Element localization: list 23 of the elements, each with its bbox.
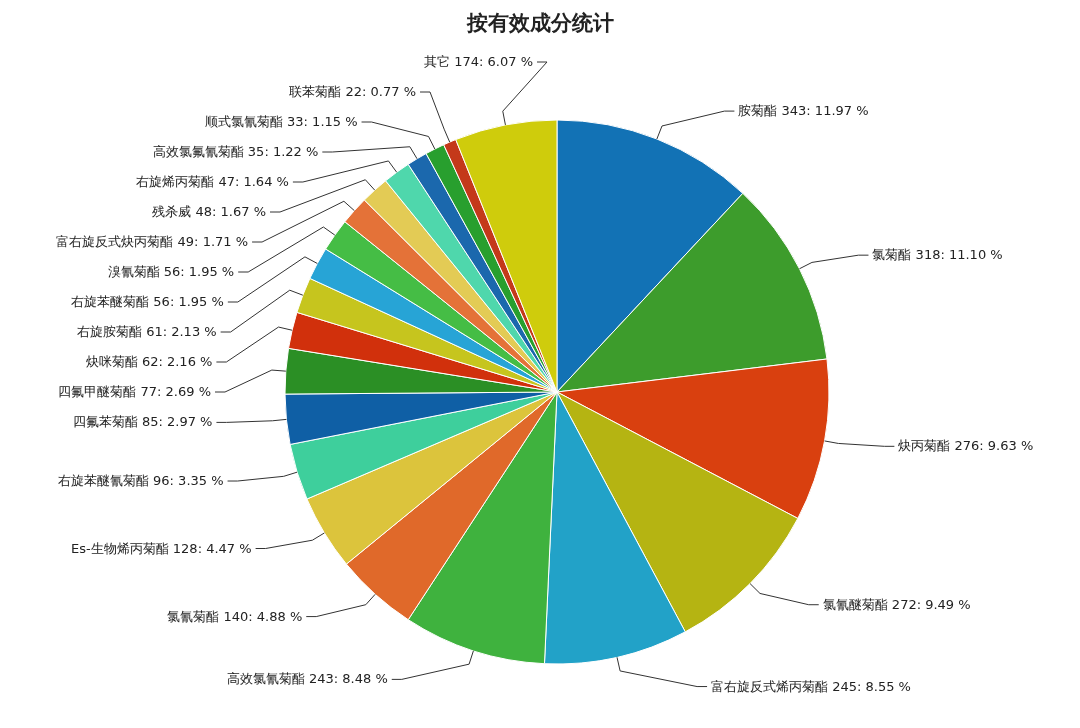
slice-label: 右旋烯丙菊酯 47: 1.64 % [136, 174, 289, 189]
slice-label: Es-生物烯丙菊酯 128: 4.47 % [71, 540, 252, 556]
slice-label: 顺式氯氰菊酯 33: 1.15 % [204, 114, 358, 129]
slice-label: 氯菊酯 318: 11.10 % [872, 247, 1003, 263]
slice-label: 富右旋反式炔丙菊酯 49: 1.71 % [56, 234, 249, 249]
slice-label: 高效氯氰菊酯 243: 8.48 % [226, 671, 388, 687]
slice-label: 四氟甲醚菊酯 77: 2.69 % [58, 384, 211, 399]
slice-label: 溴氰菊酯 56: 1.95 % [107, 264, 235, 279]
slice-label: 联苯菊酯 22: 0.77 % [289, 84, 417, 99]
slice-label: 高效氯氟氰菊酯 35: 1.22 % [152, 144, 319, 159]
slice-label: 富右旋反式烯丙菊酯 245: 8.55 % [711, 678, 911, 694]
slice-label: 四氟苯菊酯 85: 2.97 % [72, 414, 213, 430]
slice-label: 右旋苯醚菊酯 56: 1.95 % [71, 294, 224, 309]
slice-label: 右旋胺菊酯 61: 2.13 % [77, 324, 217, 339]
slice-label: 其它 174: 6.07 % [424, 54, 533, 69]
slice-label: 氯氰醚菊酯 272: 9.49 % [822, 596, 971, 612]
chart-title: 按有效成分统计 [465, 11, 614, 35]
slice-label: 胺菊酯 343: 11.97 % [738, 103, 869, 119]
slice-label: 残杀威 48: 1.67 % [152, 204, 267, 219]
slice-label: 炔丙菊酯 276: 9.63 % [898, 438, 1034, 454]
slice-label: 氯氰菊酯 140: 4.88 % [167, 608, 303, 624]
slice-label: 右旋苯醚氰菊酯 96: 3.35 % [57, 473, 224, 489]
slice-label: 炔咪菊酯 62: 2.16 % [85, 354, 213, 369]
